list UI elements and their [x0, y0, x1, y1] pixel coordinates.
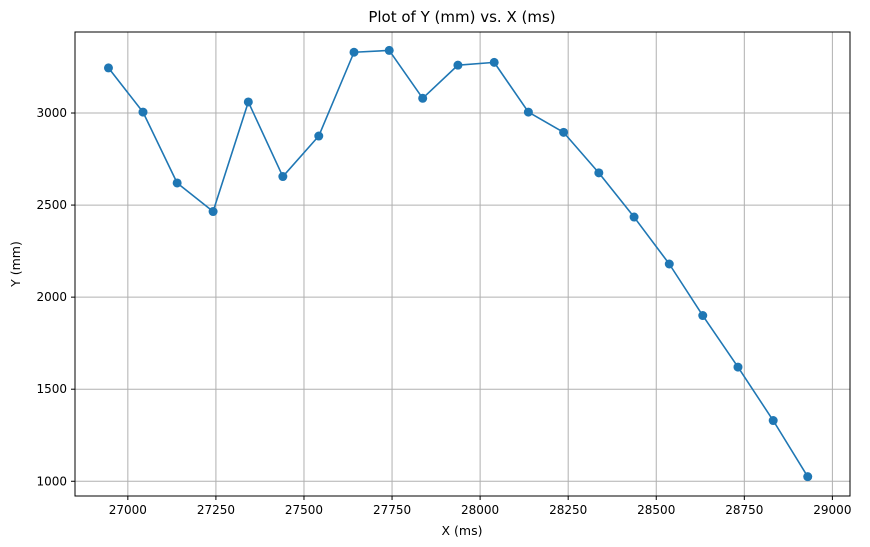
data-point	[349, 47, 359, 57]
y-tick-label: 2000	[36, 290, 67, 304]
axis-ticks: 27000 27250 27500 27750 28000 28250 28500 28750…	[36, 106, 851, 517]
x-tick-label: 28250	[549, 503, 587, 517]
series-layer	[103, 45, 813, 482]
x-tick-label: 27250	[197, 503, 235, 517]
y-tick-label: 2500	[36, 198, 67, 212]
y-tick-label: 3000	[36, 106, 67, 120]
data-point	[768, 416, 778, 426]
data-point	[664, 259, 674, 269]
data-point	[453, 60, 463, 70]
plot-frame	[74, 31, 851, 497]
x-tick-label: 28000	[461, 503, 499, 517]
data-point	[594, 168, 604, 178]
data-point	[418, 93, 428, 103]
data-point	[733, 362, 743, 372]
grid	[75, 32, 850, 496]
y-tick-label: 1000	[36, 474, 67, 488]
x-tick-label: 28500	[637, 503, 675, 517]
data-point	[243, 97, 253, 107]
data-point	[489, 57, 499, 67]
y-axis-label: Y (mm)	[8, 241, 23, 288]
data-point	[698, 311, 708, 321]
data-point	[103, 63, 113, 73]
data-point	[629, 212, 639, 222]
data-point	[138, 107, 148, 117]
data-point	[803, 472, 813, 482]
chart-title: Plot of Y (mm) vs. X (ms)	[368, 8, 555, 26]
y-tick-label: 1500	[36, 382, 67, 396]
data-point	[559, 127, 569, 137]
data-point	[384, 45, 394, 55]
x-tick-label: 27750	[373, 503, 411, 517]
data-point	[314, 131, 324, 141]
x-tick-label: 27500	[285, 503, 323, 517]
x-tick-label: 28750	[725, 503, 763, 517]
series-line	[107, 49, 809, 478]
x-tick-label: 27000	[109, 503, 147, 517]
x-tick-label: 29000	[813, 503, 851, 517]
data-point	[278, 172, 288, 182]
data-point	[523, 107, 533, 117]
data-point	[208, 207, 218, 217]
data-point	[172, 178, 182, 188]
x-axis-label: X (ms)	[442, 523, 483, 538]
